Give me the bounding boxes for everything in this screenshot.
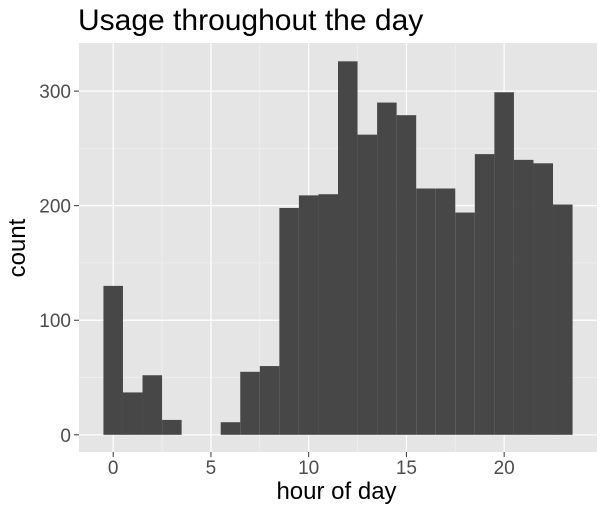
x-tick-label: 20 <box>494 458 515 479</box>
bar <box>122 392 143 435</box>
x-tick-label: 15 <box>396 458 417 479</box>
bar <box>396 115 417 435</box>
y-tick-label: 100 <box>39 311 71 332</box>
bar <box>240 371 260 435</box>
y-axis-label: count <box>4 218 31 278</box>
bar <box>103 285 123 435</box>
bar <box>416 188 436 435</box>
bar <box>435 188 456 435</box>
y-tick-label: 200 <box>39 197 71 218</box>
x-tick-label: 0 <box>108 458 119 479</box>
x-axis-label: hour of day <box>276 478 397 505</box>
bar <box>357 134 378 435</box>
bar <box>513 159 534 435</box>
bar <box>553 204 573 435</box>
bar <box>474 154 495 435</box>
bar <box>298 195 319 435</box>
bar <box>162 419 182 435</box>
bar <box>279 207 299 435</box>
bar <box>259 366 280 435</box>
y-tick-label: 300 <box>39 82 71 103</box>
bar <box>494 92 514 435</box>
chart-title: Usage throughout the day <box>78 4 424 37</box>
x-tick-label: 10 <box>298 458 319 479</box>
bar <box>318 194 338 435</box>
bar <box>533 163 554 435</box>
bar <box>377 102 397 435</box>
x-tick-label: 5 <box>206 458 217 479</box>
y-tick-label: 0 <box>60 426 71 447</box>
bar <box>142 375 163 435</box>
bar <box>338 61 358 435</box>
bar <box>455 212 475 435</box>
bar <box>220 422 241 435</box>
